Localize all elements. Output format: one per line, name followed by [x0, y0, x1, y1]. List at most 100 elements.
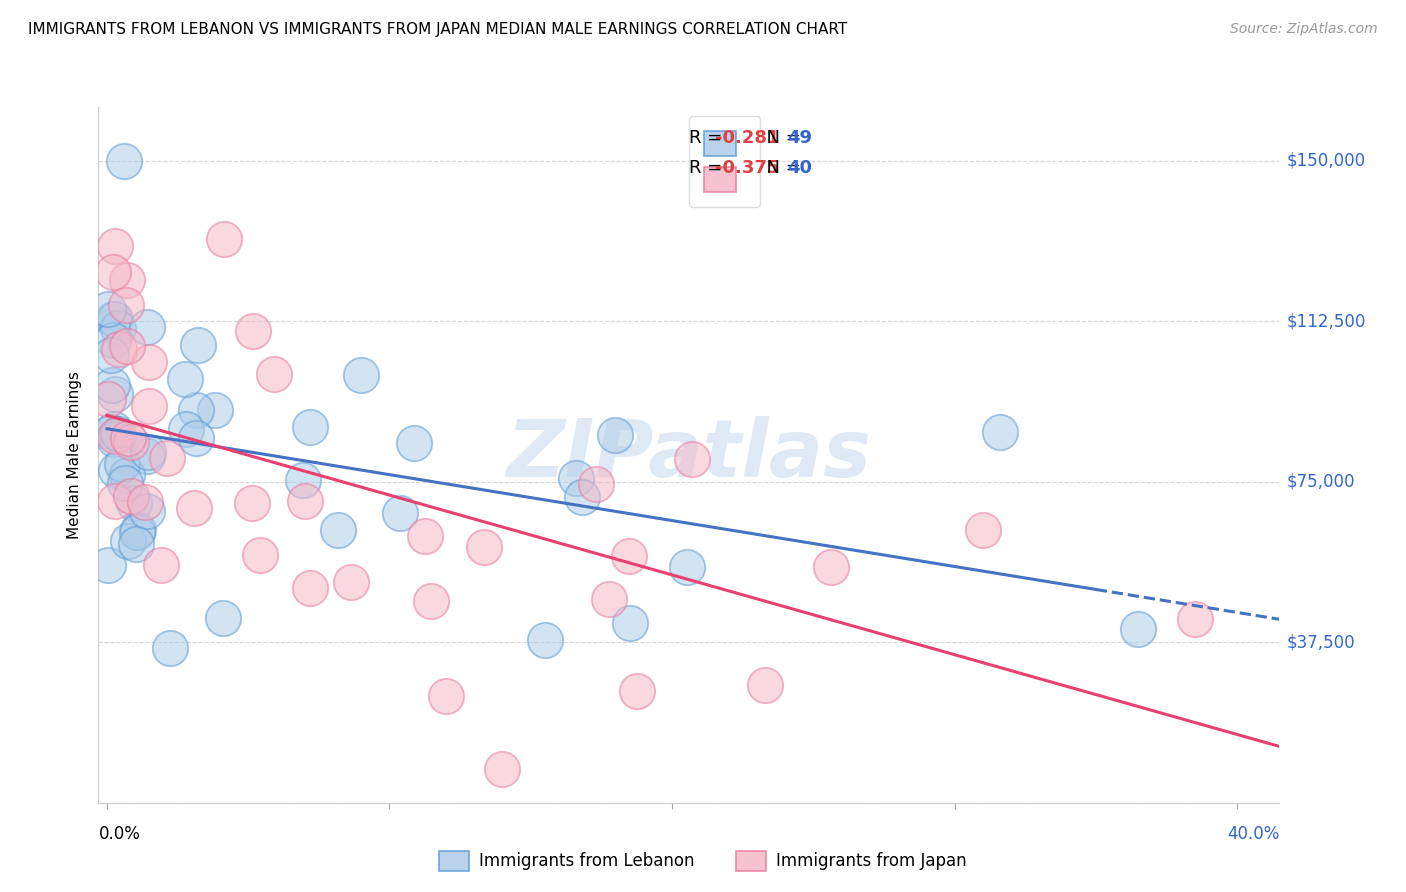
- Point: [585, 477, 607, 491]
- Point: [107, 427, 129, 442]
- Point: [107, 320, 129, 334]
- Y-axis label: Median Male Earnings: Median Male Earnings: [67, 371, 83, 539]
- Point: [240, 496, 263, 510]
- Point: [104, 312, 127, 326]
- Point: [156, 451, 179, 466]
- Point: [534, 633, 557, 648]
- Text: $112,500: $112,500: [1286, 312, 1365, 330]
- Point: [122, 495, 145, 509]
- Text: $150,000: $150,000: [1286, 152, 1365, 169]
- Point: [1128, 622, 1150, 636]
- Point: [125, 524, 148, 539]
- Point: [104, 239, 127, 253]
- Point: [491, 762, 513, 776]
- Point: [125, 536, 148, 550]
- Point: [340, 575, 363, 590]
- Point: [114, 475, 136, 490]
- Point: [402, 436, 425, 450]
- Point: [134, 494, 156, 508]
- Point: [183, 501, 205, 516]
- Text: IMMIGRANTS FROM LEBANON VS IMMIGRANTS FROM JAPAN MEDIAN MALE EARNINGS CORRELATIO: IMMIGRANTS FROM LEBANON VS IMMIGRANTS FR…: [28, 22, 848, 37]
- Text: 40: 40: [787, 159, 813, 177]
- Point: [149, 558, 172, 572]
- Point: [187, 337, 209, 351]
- Point: [299, 419, 322, 434]
- Point: [350, 368, 373, 383]
- Point: [204, 402, 226, 417]
- Point: [174, 371, 197, 385]
- Text: N =: N =: [755, 159, 807, 177]
- Point: [291, 473, 314, 487]
- Point: [100, 347, 122, 361]
- Point: [111, 457, 134, 471]
- Text: R =: R =: [689, 159, 728, 177]
- Point: [135, 449, 157, 463]
- Point: [434, 689, 457, 703]
- Point: [112, 153, 135, 168]
- Point: [249, 548, 271, 562]
- Legend: , : ,: [689, 116, 759, 207]
- Point: [626, 684, 648, 698]
- Point: [598, 592, 620, 607]
- Legend: Immigrants from Lebanon, Immigrants from Japan: Immigrants from Lebanon, Immigrants from…: [430, 842, 976, 880]
- Point: [136, 320, 159, 334]
- Point: [138, 355, 160, 369]
- Point: [103, 265, 125, 279]
- Point: [212, 232, 235, 246]
- Point: [294, 493, 316, 508]
- Point: [104, 429, 127, 443]
- Text: R =: R =: [689, 129, 728, 147]
- Point: [103, 421, 125, 435]
- Point: [97, 558, 120, 572]
- Point: [419, 593, 441, 607]
- Point: [97, 301, 120, 316]
- Point: [988, 425, 1011, 440]
- Point: [242, 324, 264, 338]
- Point: [115, 298, 138, 312]
- Point: [103, 432, 125, 446]
- Point: [107, 342, 129, 356]
- Point: [138, 399, 160, 413]
- Point: [103, 494, 125, 508]
- Point: [1184, 612, 1206, 626]
- Point: [115, 339, 138, 353]
- Point: [101, 312, 124, 326]
- Point: [617, 549, 640, 563]
- Point: [100, 425, 122, 439]
- Text: 49: 49: [787, 129, 813, 147]
- Point: [820, 559, 842, 574]
- Text: N =: N =: [755, 129, 807, 147]
- Point: [127, 523, 149, 537]
- Point: [174, 422, 197, 436]
- Text: $75,000: $75,000: [1286, 473, 1355, 491]
- Point: [603, 428, 626, 442]
- Point: [101, 378, 124, 392]
- Point: [564, 470, 586, 484]
- Point: [676, 559, 699, 574]
- Point: [212, 611, 235, 625]
- Point: [136, 445, 159, 459]
- Point: [413, 528, 436, 542]
- Point: [184, 403, 207, 417]
- Point: [389, 506, 412, 520]
- Point: [159, 641, 181, 656]
- Point: [115, 467, 138, 482]
- Point: [186, 431, 208, 445]
- Point: [120, 489, 142, 503]
- Text: ZIPatlas: ZIPatlas: [506, 416, 872, 494]
- Text: -0.281: -0.281: [714, 129, 779, 147]
- Text: 0.0%: 0.0%: [98, 825, 141, 843]
- Point: [571, 490, 593, 504]
- Text: 40.0%: 40.0%: [1227, 825, 1279, 843]
- Text: -0.375: -0.375: [714, 159, 779, 177]
- Text: Source: ZipAtlas.com: Source: ZipAtlas.com: [1230, 22, 1378, 37]
- Point: [326, 523, 349, 537]
- Text: $37,500: $37,500: [1286, 633, 1355, 651]
- Point: [101, 334, 124, 348]
- Point: [754, 678, 776, 692]
- Point: [681, 452, 703, 467]
- Point: [117, 533, 139, 548]
- Point: [103, 387, 125, 401]
- Point: [115, 273, 138, 287]
- Point: [105, 463, 128, 477]
